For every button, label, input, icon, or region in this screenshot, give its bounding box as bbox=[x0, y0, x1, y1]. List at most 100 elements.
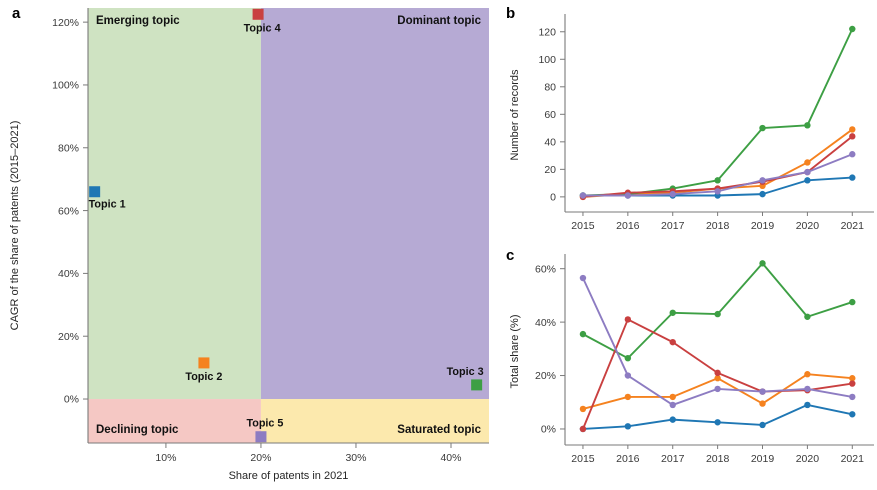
y-tick-label: 0 bbox=[550, 192, 556, 204]
panel-a-letter: a bbox=[12, 5, 21, 22]
topic-marker bbox=[471, 379, 483, 391]
y-tick-label: 100 bbox=[538, 54, 556, 66]
series-point-topic-1 bbox=[804, 401, 811, 409]
series-point-topic-1 bbox=[759, 190, 766, 198]
series-point-topic-5 bbox=[849, 151, 856, 158]
series-point-topic-5 bbox=[579, 274, 587, 282]
series-point-topic-4 bbox=[849, 133, 856, 140]
panel-a-chart: Emerging topic Dominant topic Declining to… bbox=[9, 8, 489, 482]
series-point-topic-2 bbox=[849, 375, 856, 382]
quadrant-top-right bbox=[260, 8, 489, 400]
panel-c-letter: c bbox=[506, 247, 515, 264]
series-point-topic-1 bbox=[669, 416, 676, 423]
y-tick-label: 20% bbox=[58, 331, 79, 343]
topic-marker bbox=[198, 357, 210, 369]
series-point-topic-1 bbox=[804, 177, 811, 184]
panel-b-chart: 0 20 40 60 80 100 120 2015 2016 2017 2018 2019 2020 2… bbox=[509, 14, 874, 232]
x-tick-label: 2018 bbox=[706, 453, 730, 465]
series-point-topic-4 bbox=[714, 369, 721, 377]
series-point-topic-3 bbox=[624, 354, 632, 362]
x-tick-label: 10% bbox=[155, 452, 176, 464]
x-tick-label: 2021 bbox=[841, 453, 865, 465]
series-point-topic-3 bbox=[714, 177, 721, 184]
x-axis-title: Share of patents in 2021 bbox=[229, 470, 349, 482]
y-tick-label: 40 bbox=[544, 137, 556, 149]
topic-marker bbox=[89, 186, 101, 198]
quadrant-label: Dominant topic bbox=[397, 15, 481, 27]
panel-b-letter: b bbox=[506, 5, 516, 22]
series-point-topic-5 bbox=[759, 177, 766, 184]
series-point-topic-1 bbox=[759, 421, 766, 429]
y-tick-label: 120% bbox=[52, 17, 79, 29]
x-tick-label: 2019 bbox=[751, 220, 775, 232]
series-point-topic-2 bbox=[669, 393, 676, 401]
series-point-topic-2 bbox=[849, 126, 856, 133]
y-tick-label: 60% bbox=[58, 205, 79, 217]
y-axis-title: Total share (%) bbox=[509, 315, 521, 389]
y-tick-label: 80% bbox=[58, 142, 79, 154]
series-point-topic-3 bbox=[759, 124, 766, 132]
y-axis-title: Number of records bbox=[509, 69, 521, 161]
y-axis-title: CAGR of the share of patents (2015–2021) bbox=[9, 121, 21, 331]
y-tick-label: 20 bbox=[544, 164, 556, 176]
y-tick-label: 120 bbox=[538, 26, 556, 38]
topic-marker bbox=[252, 8, 264, 20]
series-point-topic-4 bbox=[669, 338, 676, 346]
series-line-topic-3 bbox=[582, 262, 854, 360]
topic-marker bbox=[255, 431, 267, 443]
series-point-topic-5 bbox=[624, 372, 632, 379]
quadrant-label: Emerging topic bbox=[96, 15, 180, 27]
panel-c-chart: 0% 20% 40% 60% 2015 2016 2017 2018 2019 2020 2021 T… bbox=[509, 254, 874, 465]
x-tick-label: 2019 bbox=[751, 453, 775, 465]
x-tick-label: 2016 bbox=[616, 220, 640, 232]
y-tick-label: 80 bbox=[544, 81, 556, 93]
series-point-topic-2 bbox=[804, 159, 811, 166]
x-tick-label: 20% bbox=[250, 452, 271, 464]
y-tick-label: 40% bbox=[535, 317, 556, 329]
y-tick-label: 0% bbox=[64, 394, 79, 406]
quadrant-label: Saturated topic bbox=[397, 424, 481, 436]
series-point-topic-5 bbox=[669, 401, 676, 409]
series-point-topic-3 bbox=[714, 310, 721, 318]
topic-label: Topic 5 bbox=[246, 418, 283, 430]
x-tick-label: 2018 bbox=[706, 220, 730, 232]
y-tick-label: 60 bbox=[544, 109, 556, 121]
x-tick-label: 30% bbox=[345, 452, 366, 464]
series-point-topic-5 bbox=[849, 393, 856, 401]
series-point-topic-5 bbox=[669, 190, 676, 198]
x-tick-label: 2016 bbox=[616, 453, 640, 465]
quadrant-label: Declining topic bbox=[96, 424, 179, 436]
series-point-topic-2 bbox=[624, 393, 632, 401]
series-point-topic-1 bbox=[849, 174, 856, 181]
series-point-topic-2 bbox=[804, 371, 811, 378]
quadrant-top-left bbox=[88, 8, 261, 400]
y-tick-label: 0% bbox=[541, 424, 556, 436]
topic-label: Topic 1 bbox=[89, 199, 126, 211]
x-tick-label: 2020 bbox=[796, 220, 820, 232]
quadrant-bottom-left bbox=[88, 399, 261, 443]
series-point-topic-3 bbox=[669, 309, 676, 316]
series-point-topic-5 bbox=[804, 385, 811, 393]
x-tick-label: 2015 bbox=[571, 453, 595, 465]
y-tick-label: 100% bbox=[52, 80, 79, 92]
series-point-topic-5 bbox=[624, 192, 632, 199]
x-tick-label: 2020 bbox=[796, 453, 820, 465]
series-point-topic-3 bbox=[804, 313, 811, 320]
series-point-topic-4 bbox=[624, 316, 632, 323]
topic-label: Topic 2 bbox=[185, 371, 222, 383]
series-point-topic-2 bbox=[759, 400, 766, 407]
x-tick-label: 2017 bbox=[661, 220, 685, 232]
series-point-topic-1 bbox=[849, 411, 856, 418]
series-point-topic-3 bbox=[804, 122, 811, 129]
series-point-topic-3 bbox=[759, 260, 766, 267]
topic-label: Topic 4 bbox=[244, 22, 281, 34]
y-tick-label: 20% bbox=[535, 370, 556, 382]
series-point-topic-5 bbox=[579, 192, 587, 199]
x-tick-label: 40% bbox=[440, 452, 461, 464]
series-point-topic-5 bbox=[714, 188, 721, 195]
series-point-topic-1 bbox=[624, 423, 632, 430]
x-tick-label: 2015 bbox=[571, 220, 595, 232]
series-point-topic-5 bbox=[759, 388, 766, 395]
y-tick-label: 60% bbox=[535, 263, 556, 275]
quadrant-bottom-right bbox=[260, 399, 489, 443]
